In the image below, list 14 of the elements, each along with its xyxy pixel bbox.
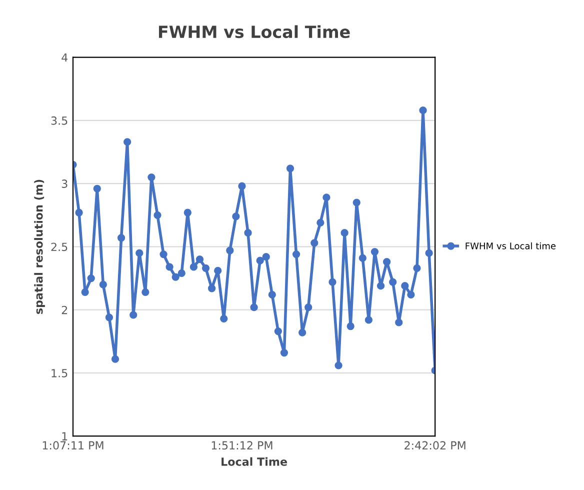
x-tick-label: 2:42:02 PM (404, 441, 466, 450)
x-axis-title: Local Time (222, 457, 287, 466)
y-tick-label: 1.5 (52, 369, 68, 378)
x-tick-label: 1:51:12 PM (212, 441, 272, 450)
chart-title: FWHM vs Local Time (158, 25, 350, 38)
legend-label: FWHM vs Local time (466, 242, 556, 250)
y-tick-label: 1 (62, 432, 68, 440)
x-tick-label: 1:07:11 PM (42, 441, 104, 450)
y-tick-label: 4 (62, 53, 68, 62)
y-axis-title: spatial resolution (m) (34, 180, 45, 314)
y-tick-label: 3.5 (51, 116, 68, 125)
y-tick-label: 2 (62, 306, 68, 314)
y-tick-label: 2.5 (51, 242, 68, 252)
y-tick-label: 3 (62, 180, 68, 188)
